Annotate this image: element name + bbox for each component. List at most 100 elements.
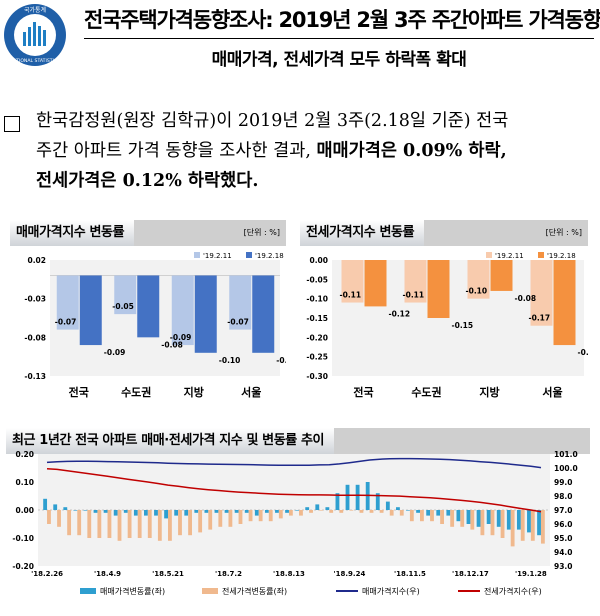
jeonse-category-label: 서울 [542,385,562,399]
jeonse-bar [341,260,364,303]
trend-xtick: '18.11.5 [394,570,426,578]
sale-bar [171,275,194,346]
trend-sale-change-bar [133,510,138,516]
trend-right-ytick: 101.0 [554,450,578,459]
sale-category-label: 수도권 [121,386,151,399]
trend-xtick: '18.4.9 [94,570,121,578]
summary-line-2a: 주간 아파트 가격 동향을 조사한 결과, [36,141,317,161]
trend-jeonse-change-bar [157,510,162,541]
jeonse-data-label: -0.12 [389,309,411,318]
trend-jeonse-change-bar [500,510,505,538]
trend-xtick: '18.2.26 [31,570,63,578]
sale-ytick: 0.02 [27,256,46,265]
trend-sale-change-bar [83,510,88,511]
trend-jeonse-change-bar [379,510,384,513]
trend-right-ytick: 93.0 [554,562,573,571]
trend-jeonse-change-bar [168,510,172,541]
sale-data-label: -0.08 [161,340,183,349]
trend-sale-change-bar [416,510,420,513]
trend-jeonse-change-bar [258,510,263,522]
sale-data-label: -0.05 [112,302,134,311]
jeonse-data-label: -0.15 [452,321,474,330]
jeonse-category-label: 전국 [353,385,373,399]
trend-jeonse-change-bar [178,510,182,536]
trend-sale-change-bar [396,507,400,510]
summary-line-2: 주간 아파트 가격 동향을 조사한 결과, 매매가격은 0.09% 하락, [36,136,586,166]
jeonse-ytick: 0.00 [309,256,328,265]
trend-jeonse-change-bar [97,510,102,538]
jeonse-ytick: -0.05 [306,275,328,284]
jeonse-bar [490,260,513,291]
jeonse-bar [530,260,553,326]
trend-sale-change-bar [466,510,471,524]
trend-jeonse-change-bar [399,510,404,516]
sale-bar [114,275,137,315]
trend-sale-change-bar [184,510,189,516]
trend-jeonse-change-bar [299,510,303,516]
jeonse-ytick: -0.25 [306,353,328,362]
trend-sale-change-bar [224,510,229,513]
trend-jeonse-change-bar [460,510,465,527]
trend-left-ytick: 0.10 [15,478,34,487]
trend-right-ytick: 99.0 [554,478,573,487]
sale-ytick: -0.03 [24,295,46,304]
trend-right-ytick: 94.0 [554,548,573,557]
national-statistics-logo: 국가통계 NATIONAL STATISTICS [4,4,66,66]
trend-jeonse-change-bar [440,510,444,524]
trend-sale-change-bar [325,507,330,510]
trend-sale-change-bar [385,501,390,510]
trend-right-ytick: 96.0 [554,520,573,529]
trend-jeonse-change-bar [218,510,223,527]
sale-ytick: -0.08 [24,333,46,342]
trend-xtick: '18.12.17 [452,570,489,578]
trend-left-ytick: 0.00 [15,506,34,515]
trend-jeonse-change-bar [349,510,354,511]
sale-data-label: -0.07 [227,318,249,327]
trend-sale-change-bar [113,510,118,516]
trend-jeonse-change-bar [369,510,374,513]
trend-chart-header: 최근 1년간 전국 아파트 매매·전세가격 지수 및 변동률 추이 [6,428,590,454]
trend-jeonse-change-bar [278,510,283,519]
trend-left-ytick: 0.20 [15,450,34,459]
trend-jeonse-change-bar [288,510,293,516]
trend-jeonse-change-bar [470,510,475,530]
trend-jeonse-change-bar [208,510,213,530]
trend-xtick: '18.9.24 [334,570,366,578]
report-title: 전국주택가격동향조사: 2019년 2월 3주 주간아파트 가격동향 [84,8,600,32]
trend-sale-change-bar [144,510,148,516]
sale-legend-swatch [246,252,252,258]
trend-sale-change-bar [305,507,310,510]
jeonse-change-bar-chart: 0.00 -0.05 -0.10 -0.15 -0.20 -0.25 -0.30 -0.11 -… [306,252,588,399]
trend-right-ytick: 97.0 [554,506,573,515]
jeonse-ytick: -0.10 [306,295,328,304]
jeonse-bar [553,260,576,346]
trend-sale-change-bar [516,510,521,530]
trend-sale-change-bar [355,484,360,510]
trend-sale-change-bar [285,510,289,513]
trend-sale-change-bar [103,510,108,513]
trend-legend-label: 전세가격변동률(좌) [222,586,287,596]
jeonse-bar [364,260,387,307]
trend-legend-label: 매매가격지수(우) [362,586,420,596]
jeonse-data-label: -0.17 [529,314,551,323]
trend-xtick: '19.1.28 [515,570,547,578]
trend-jeonse-change-bar [540,510,545,544]
summary-line-1: 한국감정원(원장 김학규)이 2019년 2월 3주(2.18일 기준) 전국 [36,111,509,131]
trend-sale-change-bar [53,504,58,510]
summary-paragraph: 한국감정원(원장 김학규)이 2019년 2월 3주(2.18일 기준) 전국 … [36,106,586,196]
trend-sale-change-bar [527,510,531,533]
trend-sale-change-bar [275,510,279,513]
trend-jeonse-change-bar [319,510,324,511]
trend-sale-change-bar [406,510,410,511]
trend-jeonse-change-bar [137,510,142,538]
trend-sale-change-bar [486,510,491,524]
trend-sale-change-bar [335,493,340,510]
sale-data-label: -0.09 [104,348,126,357]
sale-chart-unit: [단위 : %] [243,228,280,237]
title-divider [84,38,594,39]
sale-bar [194,275,217,353]
trend-sale-index-line [46,457,542,469]
trend-sale-change-bar [174,510,179,516]
trend-jeonse-change-bar [107,510,112,538]
trend-sale-change-bar [375,493,380,510]
